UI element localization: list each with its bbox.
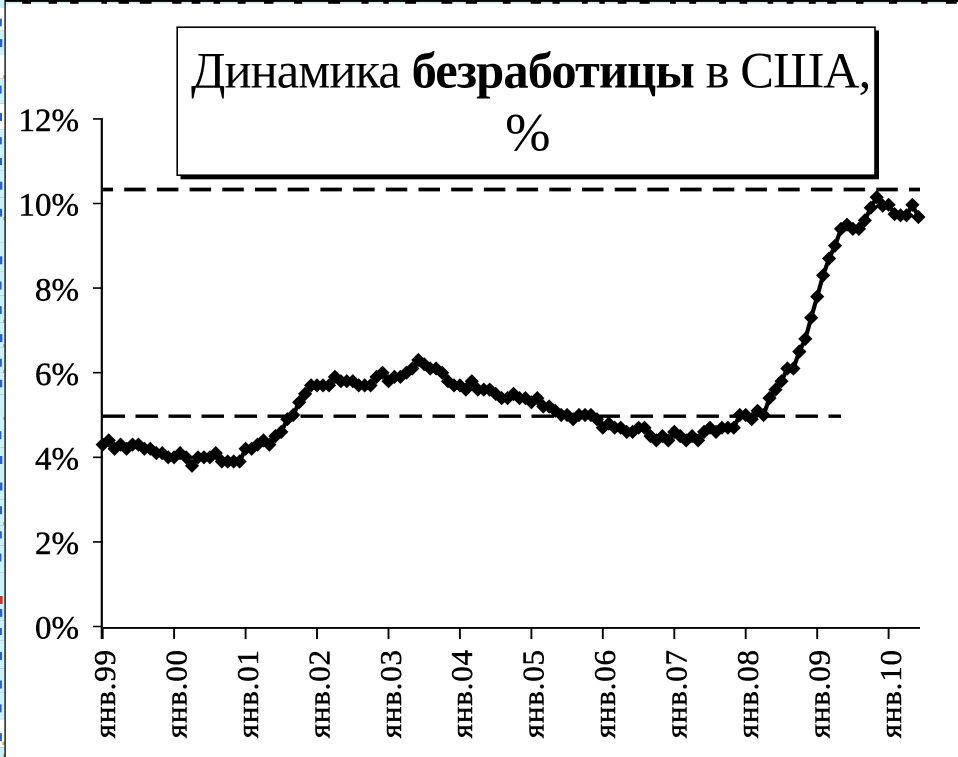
svg-text:янв.99: янв.99 bbox=[87, 649, 122, 738]
svg-text:янв.07: янв.07 bbox=[659, 649, 694, 738]
svg-text:10%: 10% bbox=[19, 188, 80, 224]
svg-text:янв.04: янв.04 bbox=[444, 649, 479, 738]
svg-text:6%: 6% bbox=[35, 357, 79, 393]
svg-text:янв.10: янв.10 bbox=[873, 649, 908, 738]
svg-text:4%: 4% bbox=[35, 442, 79, 478]
svg-text:янв.02: янв.02 bbox=[301, 649, 336, 738]
svg-text:2%: 2% bbox=[35, 526, 79, 562]
svg-text:янв.00: янв.00 bbox=[158, 649, 193, 738]
svg-text:янв.09: янв.09 bbox=[802, 649, 837, 738]
svg-text:янв.06: янв.06 bbox=[587, 649, 622, 738]
svg-text:янв.01: янв.01 bbox=[230, 649, 265, 738]
svg-text:янв.05: янв.05 bbox=[516, 649, 551, 738]
svg-text:0%: 0% bbox=[35, 611, 79, 647]
svg-text:%: % bbox=[505, 102, 550, 163]
svg-text:8%: 8% bbox=[35, 272, 79, 308]
svg-text:янв.08: янв.08 bbox=[730, 649, 765, 738]
svg-text:Динамика безработицы в США,: Динамика безработицы в США, bbox=[191, 43, 870, 99]
svg-text:12%: 12% bbox=[19, 103, 80, 139]
svg-text:янв.03: янв.03 bbox=[373, 649, 408, 738]
